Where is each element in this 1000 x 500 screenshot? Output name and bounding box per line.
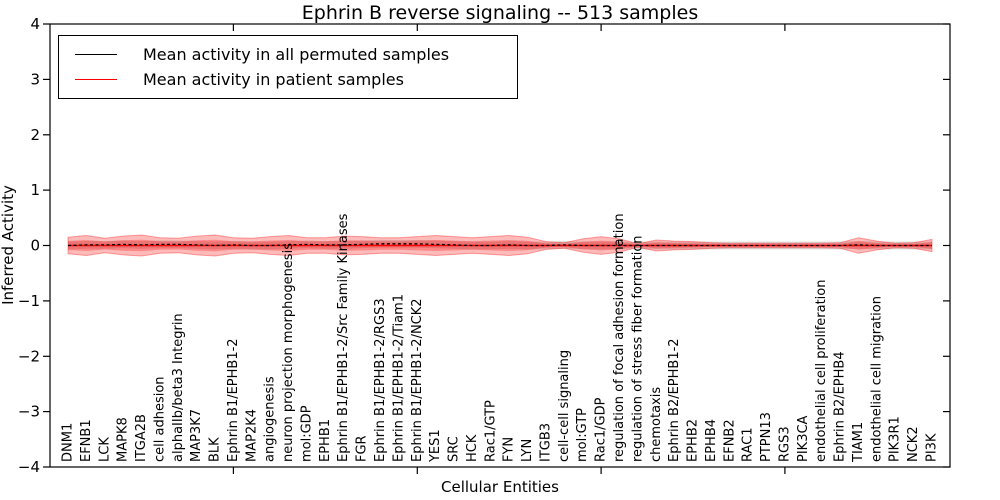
y-tick-label: 2 <box>30 126 40 144</box>
y-tick-label: 4 <box>30 15 40 33</box>
y-tick-label: −3 <box>18 403 40 421</box>
x-tick-label: regulation of focal adhesion formation <box>612 213 627 462</box>
x-tick-label: Ephrin B2/EPHB1-2 <box>667 338 682 462</box>
legend-entry-permuted: Mean activity in all permuted samples <box>59 45 517 64</box>
x-tick-label: cell-cell signaling <box>557 350 572 462</box>
x-tick-label: PIK3CA <box>796 415 811 462</box>
x-tick-label: YES1 <box>428 429 443 463</box>
x-tick-label: Ephrin B2/EPHB4 <box>833 351 848 462</box>
x-tick-label: PI3K <box>925 433 940 462</box>
legend-entry-patient: Mean activity in patient samples <box>59 70 517 89</box>
band-permuted-spread <box>68 240 932 250</box>
x-tick-label: EFNB2 <box>722 419 737 462</box>
x-tick-label: Ephrin B1/EPHB1-2 <box>226 338 241 462</box>
legend-label-permuted: Mean activity in all permuted samples <box>143 45 450 64</box>
chart-title: Ephrin B reverse signaling -- 513 sample… <box>301 2 699 24</box>
x-tick-label: neuron projection morphogenesis <box>281 243 296 462</box>
x-tick-label: Ephrin B1/EPHB1-2/NCK2 <box>410 298 425 462</box>
x-tick-label: FGR <box>355 435 370 462</box>
x-tick-label: cell adhesion <box>152 376 167 462</box>
x-tick-label: angiogenesis <box>263 376 278 462</box>
y-tick-label: 1 <box>30 181 40 199</box>
x-tick-label: ITGB3 <box>539 423 554 462</box>
x-tick-label: Ephrin B1/EPHB1-2/Src Family Kinases <box>336 213 351 462</box>
x-tick-label: RGS3 <box>777 426 792 462</box>
y-axis-label: Inferred Activity <box>0 185 17 305</box>
x-tick-label: Rac1/GTP <box>483 400 498 462</box>
x-tick-label: SRC <box>447 436 462 462</box>
permuted-mean-line <box>67 243 932 247</box>
x-tick-label: DNM1 <box>61 423 76 462</box>
x-tick-label: TIAM1 <box>851 422 866 463</box>
x-tick-label: RAC1 <box>741 427 756 462</box>
y-tick-label: −4 <box>18 458 40 476</box>
x-tick-label: EPHB1 <box>318 419 333 462</box>
x-tick-label: chemotaxis <box>649 387 664 462</box>
x-tick-label: Ephrin B1/EPHB1-2/Tiam1 <box>391 294 406 462</box>
x-tick-label: LYN <box>520 439 535 462</box>
y-tick-label: 0 <box>30 237 40 255</box>
x-tick-label: mol:GTP <box>575 408 590 462</box>
x-axis-label: Cellular Entities <box>441 478 559 496</box>
y-tick-label: −2 <box>18 347 40 365</box>
permuted-line-swatch <box>75 54 117 55</box>
x-tick-label: endothelial cell proliferation <box>814 280 829 463</box>
x-tick-label: mol:GDP <box>300 405 315 462</box>
x-tick-label: MAP2K4 <box>244 409 259 462</box>
x-tick-label: EPHB2 <box>686 419 701 462</box>
x-tick-label: NCK2 <box>906 426 921 462</box>
x-tick-label: alphaIIb/beta3 Integrin <box>171 313 186 462</box>
x-tick-label: MAP3K7 <box>189 409 204 462</box>
x-tick-label: PTPN13 <box>759 412 774 462</box>
x-tick-label: EFNB1 <box>79 419 94 462</box>
x-tick-label: MAPK8 <box>116 417 131 462</box>
x-tick-label: LCK <box>97 437 112 462</box>
y-tick-label: 3 <box>30 70 40 88</box>
legend-label-patient: Mean activity in patient samples <box>143 70 404 89</box>
x-tick-label: endothelial cell migration <box>869 296 884 462</box>
x-tick-label: ITGA2B <box>134 414 149 462</box>
x-tick-label: FYN <box>502 437 517 462</box>
legend: Mean activity in all permuted samples Me… <box>58 35 518 99</box>
x-tick-label: PIK3R1 <box>888 416 903 462</box>
x-tick-label: Rac1/GDP <box>594 397 609 462</box>
x-tick-label: BLK <box>208 437 223 462</box>
patient-line-swatch <box>75 79 117 80</box>
x-tick-label: HCK <box>465 434 480 462</box>
x-tick-label: EPHB4 <box>704 419 719 462</box>
x-tick-label: regulation of stress fiber formation <box>630 235 645 462</box>
x-tick-label: Ephrin B1/EPHB1-2/RGS3 <box>373 298 388 462</box>
y-tick-label: −1 <box>18 292 40 310</box>
